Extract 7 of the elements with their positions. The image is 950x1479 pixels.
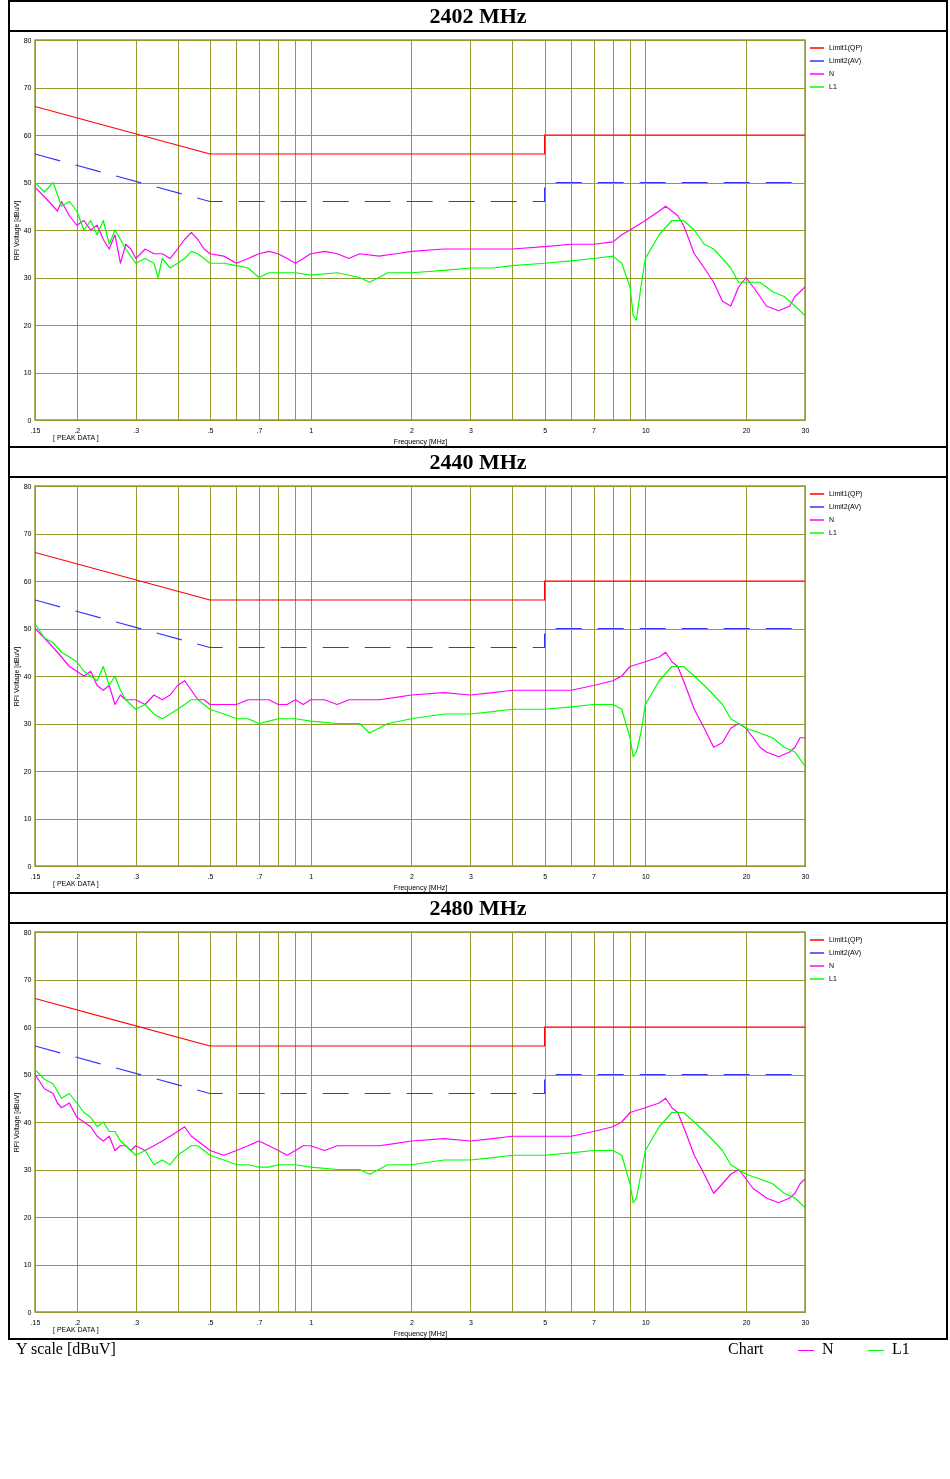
text: L1 — [892, 1340, 910, 1357]
text: N — [822, 1340, 834, 1357]
text: Y scale [dBuV] — [16, 1340, 116, 1358]
chart-title: 2402 MHz — [10, 2, 946, 32]
text: Chart — [728, 1340, 764, 1358]
chart-title: 2440 MHz — [10, 448, 946, 478]
chart-title: 2480 MHz — [10, 894, 946, 924]
